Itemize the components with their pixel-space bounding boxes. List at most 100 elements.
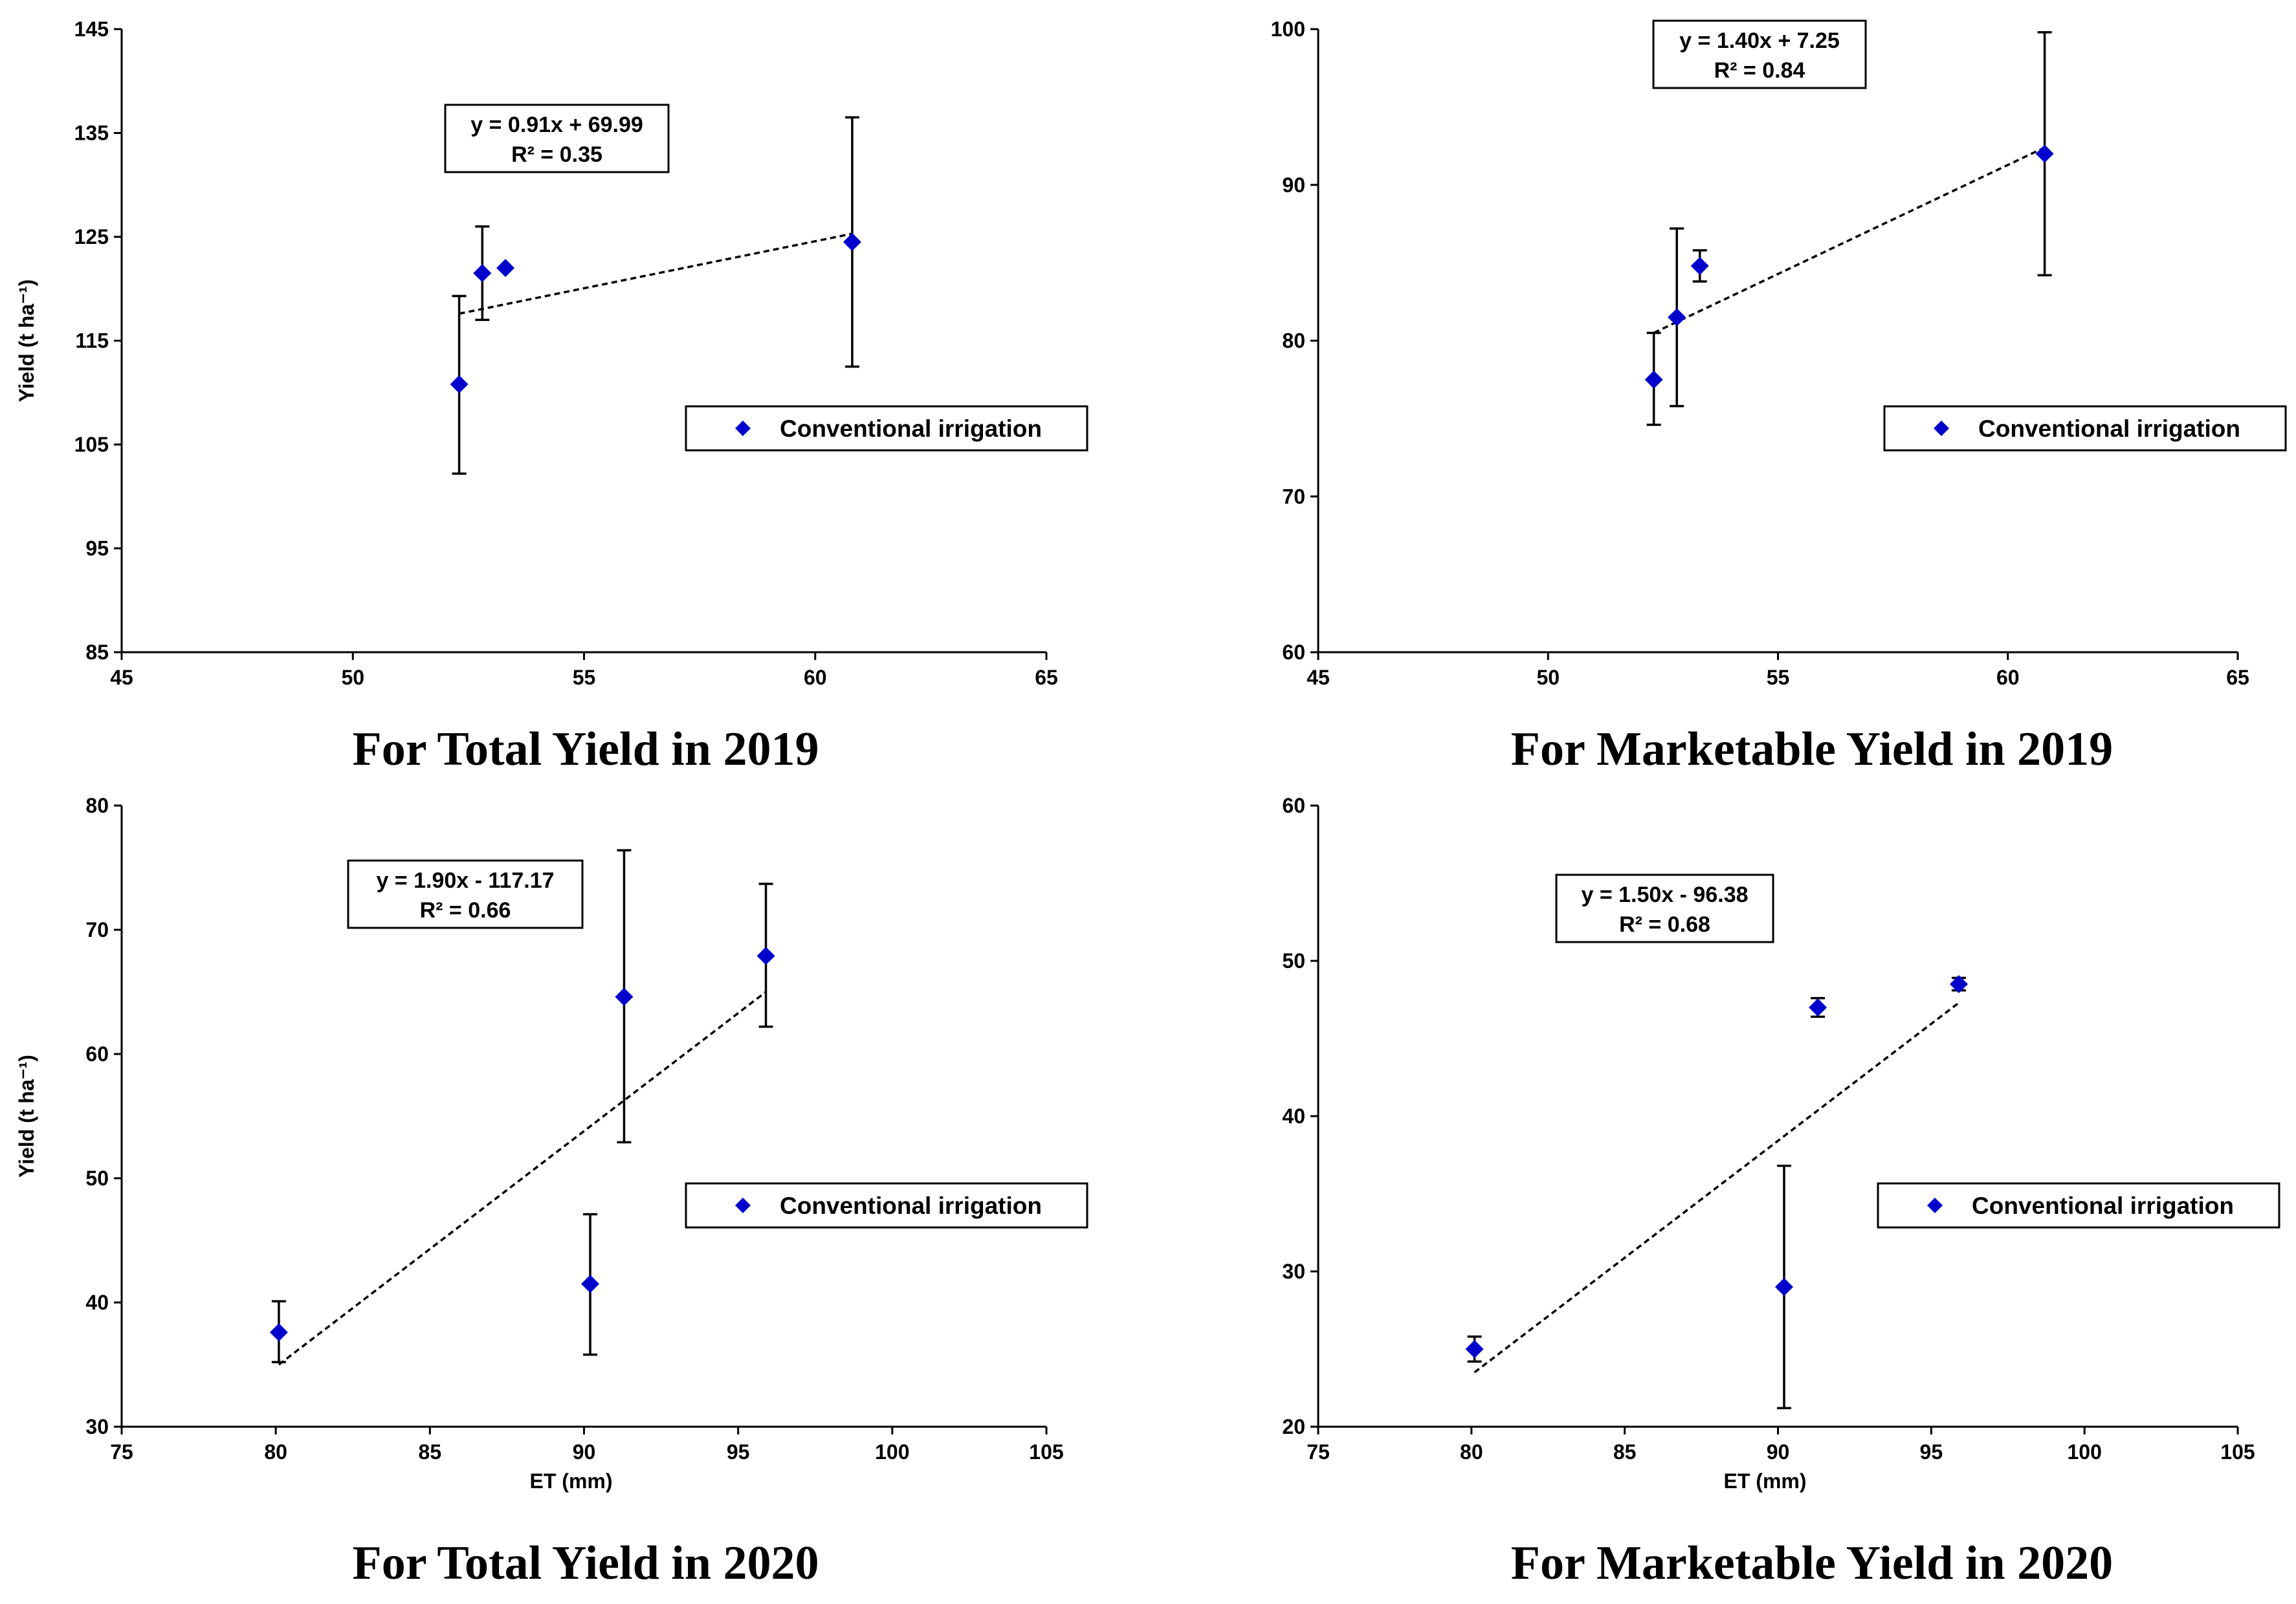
y-axis-label: Yield (t ha⁻¹): [15, 1055, 38, 1178]
chart-caption: For Marketable Yield in 2020: [1511, 1537, 2113, 1590]
x-tick-label: 60: [1996, 666, 2020, 689]
equation-text: y = 1.90x - 117.17: [376, 868, 554, 893]
legend-label: Conventional irrigation: [1978, 415, 2240, 442]
x-tick-label: 50: [1536, 666, 1560, 689]
y-tick-label: 40: [85, 1291, 109, 1314]
y-tick-label: 100: [1271, 17, 1305, 41]
equation-text: y = 1.40x + 7.25: [1679, 28, 1840, 53]
x-tick-label: 80: [1460, 1440, 1483, 1464]
data-point: [756, 947, 775, 965]
legend-box: [685, 1182, 1088, 1229]
trendline: [459, 232, 853, 315]
data-point: [269, 1323, 288, 1342]
r-squared-text: R² = 0.66: [420, 898, 511, 923]
data-point: [473, 264, 492, 283]
x-tick-label: 90: [573, 1440, 596, 1464]
y-tick-label: 80: [1282, 329, 1305, 353]
equation-text: y = 1.50x - 96.38: [1581, 883, 1748, 907]
y-tick-label: 145: [74, 17, 109, 41]
r-squared-text: R² = 0.35: [511, 142, 602, 167]
y-tick-label: 95: [85, 537, 109, 560]
x-tick-label: 85: [1613, 1440, 1637, 1464]
y-tick-label: 20: [1282, 1415, 1305, 1438]
x-tick-label: 50: [341, 666, 364, 689]
data-point: [615, 987, 634, 1006]
x-tick-label: 65: [1035, 666, 1058, 689]
x-tick-label: 45: [1307, 666, 1330, 689]
legend-box: [685, 405, 1088, 452]
data-point: [450, 375, 469, 393]
chart-2: 60 70 80 90 100 45 50 55 60 65 y = 1.40x + 7.25 R² …: [1271, 17, 2287, 776]
equation-box: [1555, 873, 1774, 943]
y-tick-label: 30: [1282, 1260, 1305, 1283]
chart-caption: For Marketable Yield in 2019: [1511, 723, 2113, 776]
y-tick-label: 60: [85, 1042, 109, 1066]
data-point: [1644, 370, 1663, 389]
trendline: [1474, 1002, 1960, 1374]
y-tick-label: 105: [74, 433, 109, 456]
legend-marker: [1934, 421, 1949, 436]
x-tick-label: 75: [1307, 1440, 1330, 1464]
chart-3: 30 40 50 60 70 80 75 80 85 90 95 100 105 Yield (t ha⁻…: [15, 794, 1088, 1590]
x-tick-label: 95: [727, 1440, 750, 1464]
legend-box: [1877, 1182, 2280, 1229]
y-tick-label: 135: [74, 122, 109, 145]
trendline: [278, 991, 767, 1366]
y-tick-label: 85: [85, 641, 109, 664]
y-tick-label: 125: [74, 225, 109, 248]
y-tick-label: 50: [85, 1167, 109, 1190]
x-tick-label: 85: [419, 1440, 442, 1464]
legend-box: [1883, 405, 2287, 452]
x-tick-label: 45: [110, 666, 133, 689]
y-tick-label: 30: [85, 1415, 109, 1438]
y-tick-label: 115: [75, 329, 109, 353]
x-tick-label: 55: [573, 666, 596, 689]
x-tick-label: 65: [2226, 666, 2249, 689]
legend-marker: [1927, 1198, 1943, 1213]
x-tick-label: 60: [804, 666, 827, 689]
data-point: [2035, 144, 2054, 163]
chart-caption: For Total Yield in 2019: [353, 723, 819, 776]
legend-label: Conventional irrigation: [1972, 1192, 2234, 1219]
x-tick-label: 105: [2220, 1440, 2255, 1464]
chart-4: 20 30 40 50 60 75 80 85 90 95 100 105 ET (mm) y = 1.5…: [1282, 794, 2280, 1590]
x-tick-label: 55: [1767, 666, 1790, 689]
x-tick-label: 95: [1920, 1440, 1943, 1464]
data-point: [496, 259, 515, 278]
x-tick-label: 105: [1029, 1440, 1063, 1464]
x-axis-label: ET (mm): [1724, 1469, 1807, 1493]
y-tick-label: 70: [85, 918, 109, 941]
y-tick-label: 40: [1282, 1104, 1305, 1128]
x-tick-label: 75: [110, 1440, 133, 1464]
r-squared-text: R² = 0.68: [1619, 912, 1710, 937]
data-point: [581, 1275, 600, 1293]
data-point: [1774, 1278, 1793, 1296]
r-squared-text: R² = 0.84: [1714, 58, 1805, 83]
legend-marker: [735, 1198, 751, 1213]
chart-1: 85 95 105 115 125 135 145 45 50 55 60 65 Yield (t ha…: [15, 17, 1088, 776]
trendline: [1653, 146, 2046, 335]
y-tick-label: 90: [1282, 173, 1305, 197]
data-point: [1949, 975, 1968, 993]
y-tick-label: 50: [1282, 949, 1305, 972]
legend-marker: [735, 421, 751, 436]
chart-caption: For Total Yield in 2020: [353, 1537, 819, 1590]
legend-label: Conventional irrigation: [780, 415, 1042, 442]
y-tick-label: 60: [1282, 641, 1305, 664]
x-tick-label: 90: [1767, 1440, 1790, 1464]
data-point: [1690, 256, 1709, 275]
y-axis-label: Yield (t ha⁻¹): [15, 280, 38, 402]
x-axis-label: ET (mm): [530, 1469, 613, 1493]
x-tick-label: 80: [264, 1440, 287, 1464]
equation-box: [347, 859, 584, 929]
y-tick-label: 80: [85, 794, 109, 817]
legend-label: Conventional irrigation: [780, 1192, 1042, 1219]
data-point: [843, 233, 861, 252]
data-point: [1809, 998, 1827, 1016]
equation-box: [1652, 19, 1867, 89]
equation-text: y = 0.91x + 69.99: [470, 113, 643, 137]
x-tick-label: 100: [2067, 1440, 2101, 1464]
equation-box: [444, 104, 670, 173]
